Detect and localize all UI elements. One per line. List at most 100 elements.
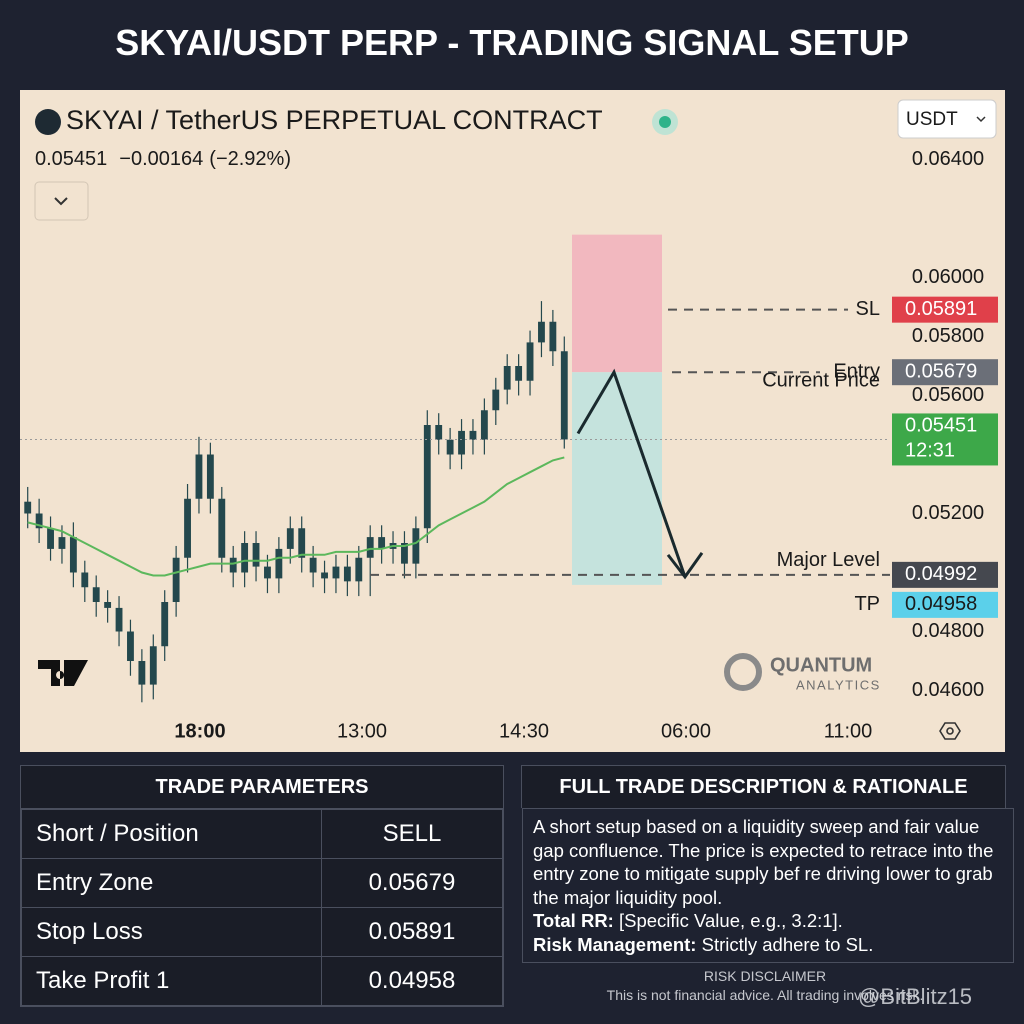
price-change: −0.00164	[119, 148, 203, 170]
y-tick-label: 0.05800	[912, 325, 984, 347]
candle-body	[47, 528, 54, 549]
candle-body	[343, 566, 351, 582]
level-value-box	[892, 413, 998, 466]
y-tick-label: 0.04600	[912, 679, 984, 701]
x-tick-label: 14:30	[499, 720, 549, 742]
candle-body	[332, 566, 340, 579]
parameter-row: Entry Zone 0.05679	[21, 858, 504, 908]
candle-body	[435, 425, 443, 440]
candle-body	[378, 537, 386, 549]
parameter-name: Take Profit 1	[21, 956, 322, 1006]
level-value-box	[892, 561, 998, 588]
x-tick-label: 06:00	[661, 720, 711, 742]
candle-body	[286, 528, 294, 549]
quote-line: 0.05451 −0.00164 (−2.92%)	[35, 148, 291, 170]
description-item: Risk Management: Strictly adhere to SL.	[533, 933, 1003, 957]
x-tick-label: 13:00	[337, 720, 387, 742]
candle-body	[92, 587, 100, 602]
candle-body	[275, 548, 283, 579]
candle-body	[321, 572, 328, 579]
item-text: Strictly adhere to SL.	[701, 933, 874, 955]
candle-body	[298, 528, 306, 558]
candle-body	[252, 543, 260, 567]
candle-body	[538, 321, 545, 343]
currency-select[interactable]	[897, 99, 997, 139]
candle-body	[549, 321, 557, 352]
description-body: A short setup based on a liquidity sweep…	[522, 808, 1014, 963]
y-tick-label: 0.05600	[912, 384, 984, 406]
description-panel: FULL TRADE DESCRIPTION & RATIONALE	[521, 765, 1006, 809]
candle-body	[218, 498, 226, 558]
parameters-title: TRADE PARAMETERS	[21, 766, 503, 809]
item-label: Risk Management:	[533, 933, 697, 955]
candle-body	[184, 498, 191, 558]
candle-body	[423, 425, 431, 529]
parameter-value: 0.05679	[320, 858, 504, 908]
brand-logo	[724, 653, 762, 691]
parameter-row: Short / Position SELL	[21, 809, 504, 859]
candle-body	[24, 501, 32, 514]
parameter-row: Stop Loss 0.05891	[21, 907, 504, 957]
tv-logo	[38, 660, 88, 686]
level-name: Current Price	[762, 370, 880, 392]
level-name: Major Level	[777, 549, 880, 571]
level-value: 0.05679	[905, 360, 977, 382]
candle-body	[355, 557, 363, 582]
description-title: FULL TRADE DESCRIPTION & RATIONALE	[522, 766, 1005, 809]
currency-label[interactable]: USDT	[906, 109, 958, 130]
level-value-box	[892, 359, 998, 386]
candle-body	[469, 430, 477, 440]
candle-body	[401, 543, 408, 564]
chart: SKYAI / TetherUS PERPETUAL CONTRACT USDT…	[20, 90, 1005, 752]
status-dot	[659, 116, 671, 128]
trade-parameters: TRADE PARAMETERS Short / Position SELL Ent…	[20, 765, 504, 1007]
projection-arrow	[576, 368, 687, 578]
settings-icon-center	[946, 727, 954, 735]
item-label: Total RR:	[533, 910, 614, 931]
y-tick-label: 0.05200	[912, 502, 984, 524]
candle-body	[35, 513, 43, 529]
collapse-button[interactable]	[34, 181, 89, 221]
candle-body	[58, 537, 66, 549]
disclaimer-title: RISK DISCLAIMER	[703, 968, 827, 984]
level-value-box	[892, 591, 998, 618]
last-price: 0.05451	[35, 148, 107, 170]
parameter-name: Entry Zone	[21, 858, 322, 908]
symbol-icon	[35, 109, 61, 135]
candle-body	[526, 342, 534, 381]
candle-body	[138, 661, 146, 685]
candle-body	[366, 537, 374, 558]
parameter-name: Stop Loss	[21, 907, 322, 957]
brand-name: QUANTUM	[770, 654, 872, 676]
level-value: 0.05451	[905, 415, 977, 437]
y-tick-label: 0.04800	[912, 620, 984, 642]
y-tick-label: 0.06400	[912, 148, 984, 170]
price-change-pct: (−2.92%)	[209, 148, 291, 170]
level-value: 0.04958	[905, 593, 977, 615]
candle-body	[69, 537, 77, 573]
currency-caret	[976, 116, 986, 123]
parameter-name: Short / Position	[21, 809, 322, 859]
level-countdown: 12:31	[905, 440, 955, 462]
projection-arrowhead	[666, 552, 704, 580]
disclaimer-text: This is not financial advice. All tradin…	[606, 987, 924, 1003]
parameter-row: Take Profit 1 0.04958	[21, 956, 504, 1006]
candle-body	[492, 389, 500, 411]
x-tick-label: 11:00	[824, 720, 873, 742]
candle-body	[206, 454, 214, 499]
disclaimer: RISK DISCLAIMER This is not financial ad…	[560, 968, 970, 1003]
candle-body	[264, 566, 271, 579]
parameter-value: 0.05891	[320, 907, 504, 957]
candle-body	[195, 454, 203, 499]
level-name: TP	[854, 593, 880, 615]
candle-body	[309, 557, 317, 573]
candle-body	[446, 439, 454, 455]
candle-body	[515, 366, 523, 381]
watermark: @BitBlitz15	[858, 984, 973, 1009]
page-title: SKYAI/USDT PERP - TRADING SIGNAL SETUP	[115, 22, 909, 63]
settings-icon[interactable]	[939, 722, 961, 740]
candle-body	[149, 646, 157, 685]
chart-panel	[20, 90, 1005, 752]
candle-body	[104, 602, 112, 608]
